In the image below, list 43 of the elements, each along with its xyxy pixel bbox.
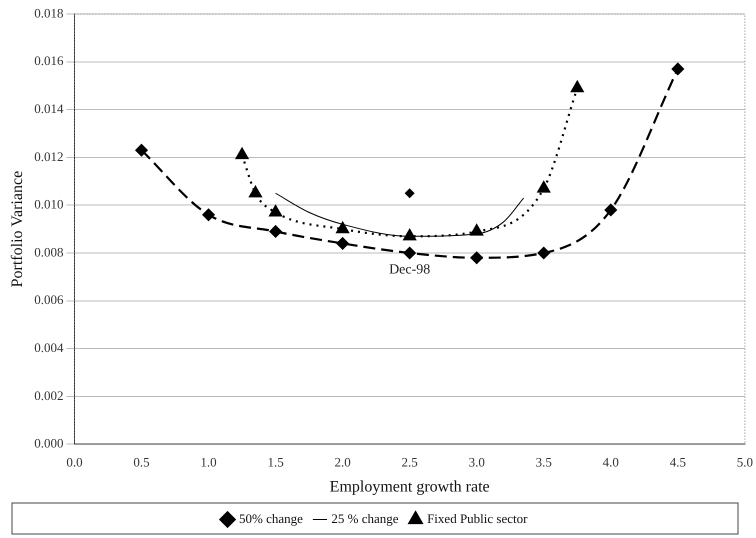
point: [202, 208, 215, 221]
x-tick-label: 2.5: [402, 454, 418, 470]
y-tick-label: 0.012: [34, 148, 64, 164]
point: [404, 246, 416, 260]
point: [135, 144, 148, 156]
x-axis-title: Employment growth rate: [330, 478, 490, 496]
x-tick-label: 3.5: [536, 454, 552, 470]
point: [336, 237, 349, 250]
y-axis-title: Portfolio Variance: [8, 170, 26, 288]
y-tick-label: 0.006: [34, 292, 64, 308]
x-tick-label: 1.5: [267, 454, 284, 470]
point: [537, 181, 550, 193]
y-tick-label: 0.018: [34, 5, 64, 20]
point: [470, 224, 483, 236]
legend-label: 50% change: [239, 510, 304, 526]
x-tick-label: 5.0: [736, 454, 753, 470]
y-tick-label: 0.014: [34, 101, 64, 116]
y-tick-label: 0.008: [34, 244, 64, 260]
y-tick-label: 0.002: [34, 388, 64, 403]
x-tick-label: 0.5: [133, 454, 150, 470]
legend-label: Fixed Public sector: [427, 510, 528, 526]
x-tick-label: 1.0: [200, 454, 217, 470]
point: [604, 204, 617, 216]
point: [404, 188, 415, 198]
point: [470, 252, 483, 264]
x-tick-label: 3.0: [468, 454, 485, 470]
point: [249, 186, 262, 198]
point: [570, 80, 584, 92]
x-tick-label: 4.5: [670, 454, 686, 470]
y-tick-label: 0.016: [34, 53, 64, 68]
point: [236, 148, 248, 160]
point: [269, 225, 282, 238]
x-tick-label: 2.0: [334, 454, 351, 470]
y-tick-label: 0.010: [34, 196, 64, 212]
point: [538, 246, 550, 260]
point: [336, 222, 349, 234]
point: [269, 205, 282, 216]
legend-label: 25 % change: [331, 510, 399, 526]
y-tick-label: 0.000: [34, 436, 64, 451]
x-tick-label: 4.0: [602, 454, 619, 470]
y-tick-label: 0.004: [34, 340, 64, 356]
x-tick-label: 0.0: [66, 454, 83, 470]
annotation: Dec-98: [389, 262, 430, 278]
